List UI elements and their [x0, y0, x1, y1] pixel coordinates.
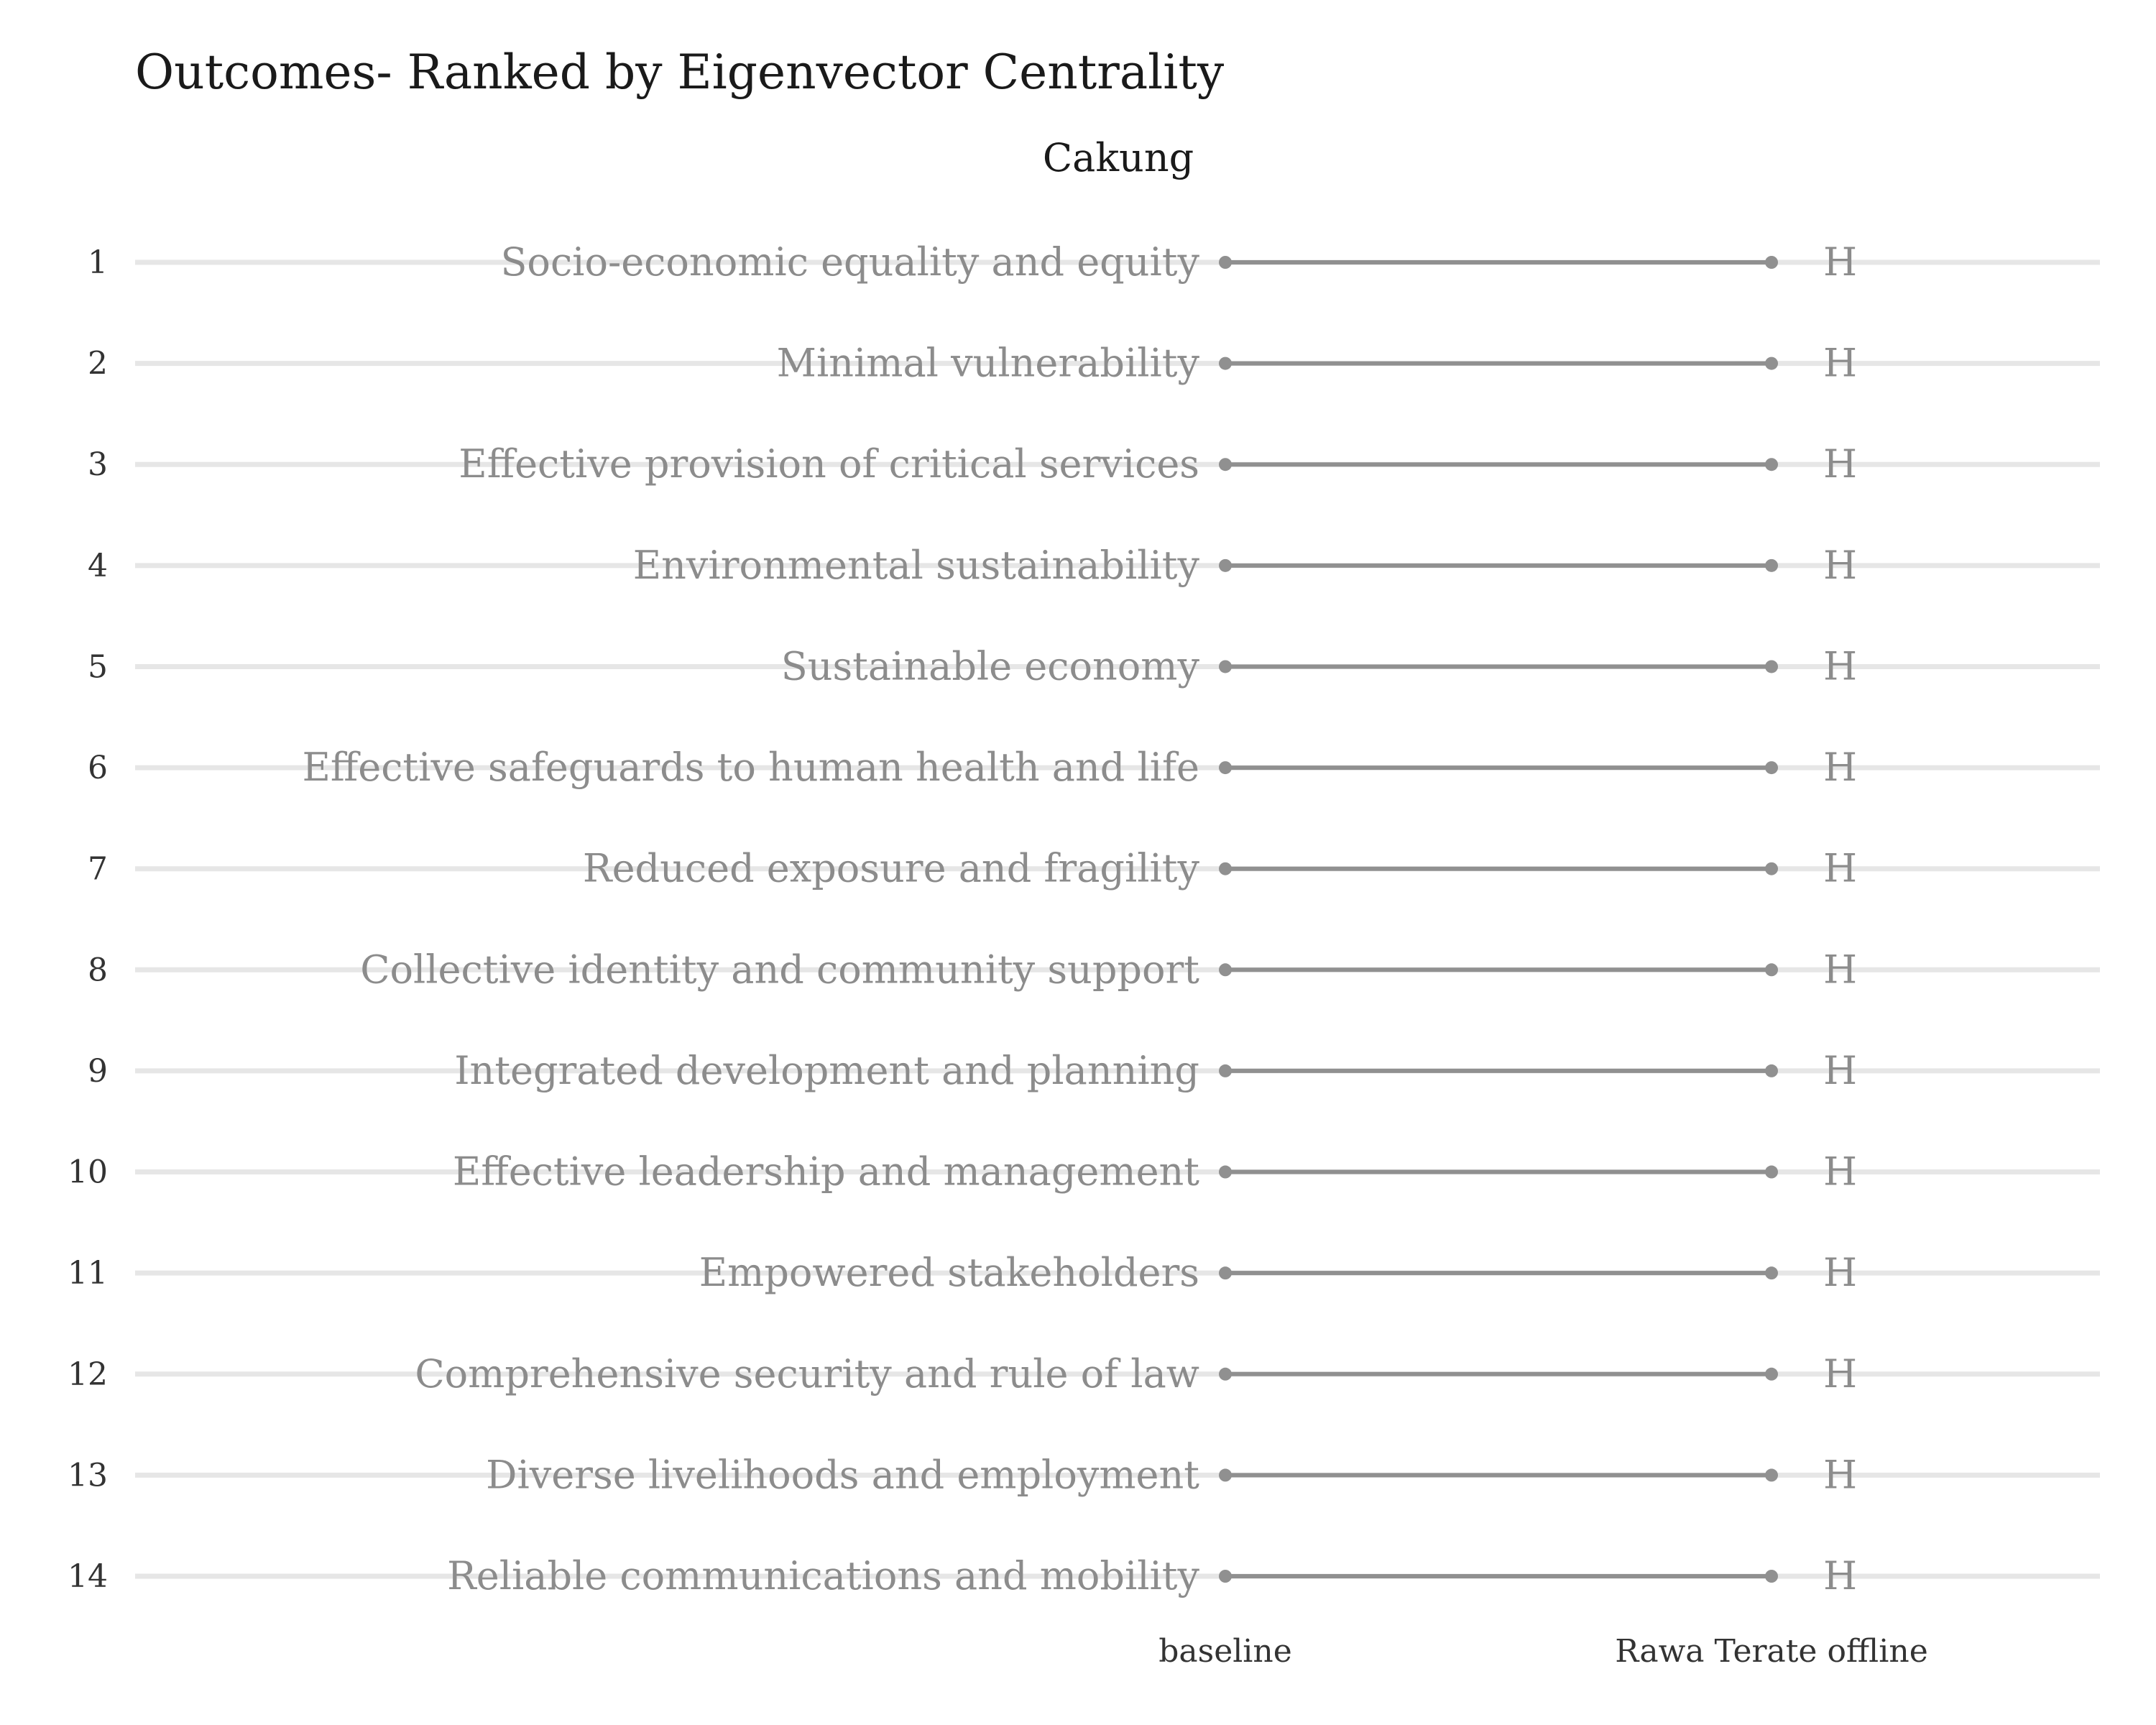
series-group: Socio-economic equality and equity H — [500, 239, 1857, 285]
rank-tick-label: 11 — [68, 1255, 108, 1292]
baseline-point — [1219, 1165, 1232, 1179]
end-label: H — [1823, 846, 1857, 891]
offline-point — [1765, 1570, 1778, 1583]
series-group: Reduced exposure and fragility H — [583, 846, 1857, 891]
x-axis: baseline Rawa Terate offline — [1158, 1633, 1928, 1670]
series-group: Collective identity and community suppor… — [360, 947, 1857, 992]
series-label: Sustainable economy — [781, 643, 1200, 689]
series-group: Comprehensive security and rule of law H — [415, 1351, 1857, 1397]
rank-tick-label: 12 — [68, 1356, 108, 1393]
offline-point — [1765, 862, 1778, 875]
end-label: H — [1823, 543, 1857, 588]
x-tick-label: Rawa Terate offline — [1615, 1633, 1927, 1670]
series-group: Effective leadership and management H — [453, 1149, 1857, 1195]
baseline-point — [1219, 356, 1232, 370]
series-group: Integrated development and planning H — [454, 1048, 1857, 1093]
series-label: Reduced exposure and fragility — [583, 846, 1200, 891]
end-label: H — [1823, 441, 1857, 487]
offline-point — [1765, 1367, 1778, 1381]
baseline-point — [1219, 1468, 1232, 1482]
end-label: H — [1823, 1149, 1857, 1195]
series-label: Diverse livelihoods and employment — [486, 1452, 1199, 1497]
baseline-point — [1219, 1064, 1232, 1077]
rank-tick-label: 8 — [88, 952, 108, 988]
series-label: Effective leadership and management — [453, 1149, 1199, 1195]
baseline-point — [1219, 660, 1232, 673]
end-label: H — [1823, 1048, 1857, 1093]
offline-point — [1765, 660, 1778, 673]
rank-tick-label: 9 — [88, 1053, 108, 1090]
series-label: Effective safeguards to human health and… — [302, 745, 1199, 790]
series-group: Reliable communications and mobility H — [447, 1553, 1857, 1598]
baseline-point — [1219, 761, 1232, 775]
offline-point — [1765, 963, 1778, 977]
rank-tick-label: 2 — [88, 346, 108, 382]
series-layer: Socio-economic equality and equity HMinim… — [302, 239, 1857, 1598]
series-label: Environmental sustainability — [633, 543, 1200, 588]
series-label: Comprehensive security and rule of law — [415, 1351, 1199, 1397]
baseline-point — [1219, 1266, 1232, 1280]
series-group: Minimal vulnerability H — [777, 341, 1857, 386]
end-label: H — [1823, 947, 1857, 992]
baseline-point — [1219, 256, 1232, 269]
series-label: Empowered stakeholders — [699, 1250, 1199, 1295]
chart-title: Outcomes- Ranked by Eigenvector Centrali… — [135, 45, 1225, 100]
series-group: Empowered stakeholders H — [699, 1250, 1857, 1295]
rank-tick-label: 6 — [88, 750, 108, 786]
series-label: Collective identity and community suppor… — [360, 947, 1199, 992]
end-label: H — [1823, 745, 1857, 790]
rank-tick-label: 10 — [68, 1154, 108, 1191]
baseline-point — [1219, 963, 1232, 977]
rank-tick-label: 4 — [88, 548, 108, 584]
series-label: Socio-economic equality and equity — [500, 239, 1199, 285]
rank-tick-label: 13 — [68, 1457, 108, 1494]
baseline-point — [1219, 458, 1232, 472]
series-group: Effective safeguards to human health and… — [302, 745, 1857, 790]
offline-point — [1765, 356, 1778, 370]
x-tick-label: baseline — [1158, 1633, 1292, 1670]
chart-subtitle: Cakung — [1043, 135, 1194, 180]
end-label: H — [1823, 1351, 1857, 1397]
offline-point — [1765, 1266, 1778, 1280]
offline-point — [1765, 1165, 1778, 1179]
end-label: H — [1823, 239, 1857, 285]
offline-point — [1765, 1468, 1778, 1482]
offline-point — [1765, 256, 1778, 269]
rank-tick-label: 1 — [88, 244, 108, 281]
baseline-point — [1219, 558, 1232, 572]
baseline-point — [1219, 1570, 1232, 1583]
series-group: Effective provision of critical services… — [459, 441, 1857, 487]
end-label: H — [1823, 1553, 1857, 1598]
rank-tick-label: 5 — [88, 648, 108, 685]
series-group: Sustainable economy H — [781, 643, 1857, 689]
offline-point — [1765, 761, 1778, 775]
rank-tick-label: 3 — [88, 446, 108, 483]
end-label: H — [1823, 1250, 1857, 1295]
offline-point — [1765, 458, 1778, 472]
end-label: H — [1823, 1452, 1857, 1497]
series-label: Integrated development and planning — [454, 1048, 1199, 1093]
baseline-point — [1219, 1367, 1232, 1381]
series-label: Reliable communications and mobility — [447, 1553, 1199, 1598]
series-group: Diverse livelihoods and employment H — [486, 1452, 1857, 1497]
offline-point — [1765, 558, 1778, 572]
series-label: Minimal vulnerability — [777, 341, 1200, 386]
end-label: H — [1823, 643, 1857, 689]
series-label: Effective provision of critical services — [459, 441, 1199, 487]
rank-tick-label: 7 — [88, 851, 108, 888]
rank-tick-label: 14 — [68, 1558, 108, 1595]
end-label: H — [1823, 341, 1857, 386]
series-group: Environmental sustainability H — [633, 543, 1857, 588]
baseline-point — [1219, 862, 1232, 875]
offline-point — [1765, 1064, 1778, 1077]
